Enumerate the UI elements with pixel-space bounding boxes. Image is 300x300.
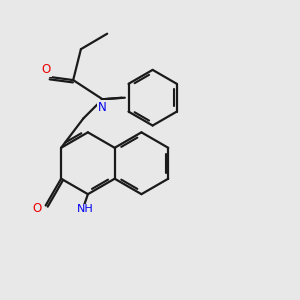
Text: N: N (98, 101, 107, 114)
Text: O: O (33, 202, 42, 215)
Text: NH: NH (77, 205, 94, 214)
Text: O: O (42, 63, 51, 76)
